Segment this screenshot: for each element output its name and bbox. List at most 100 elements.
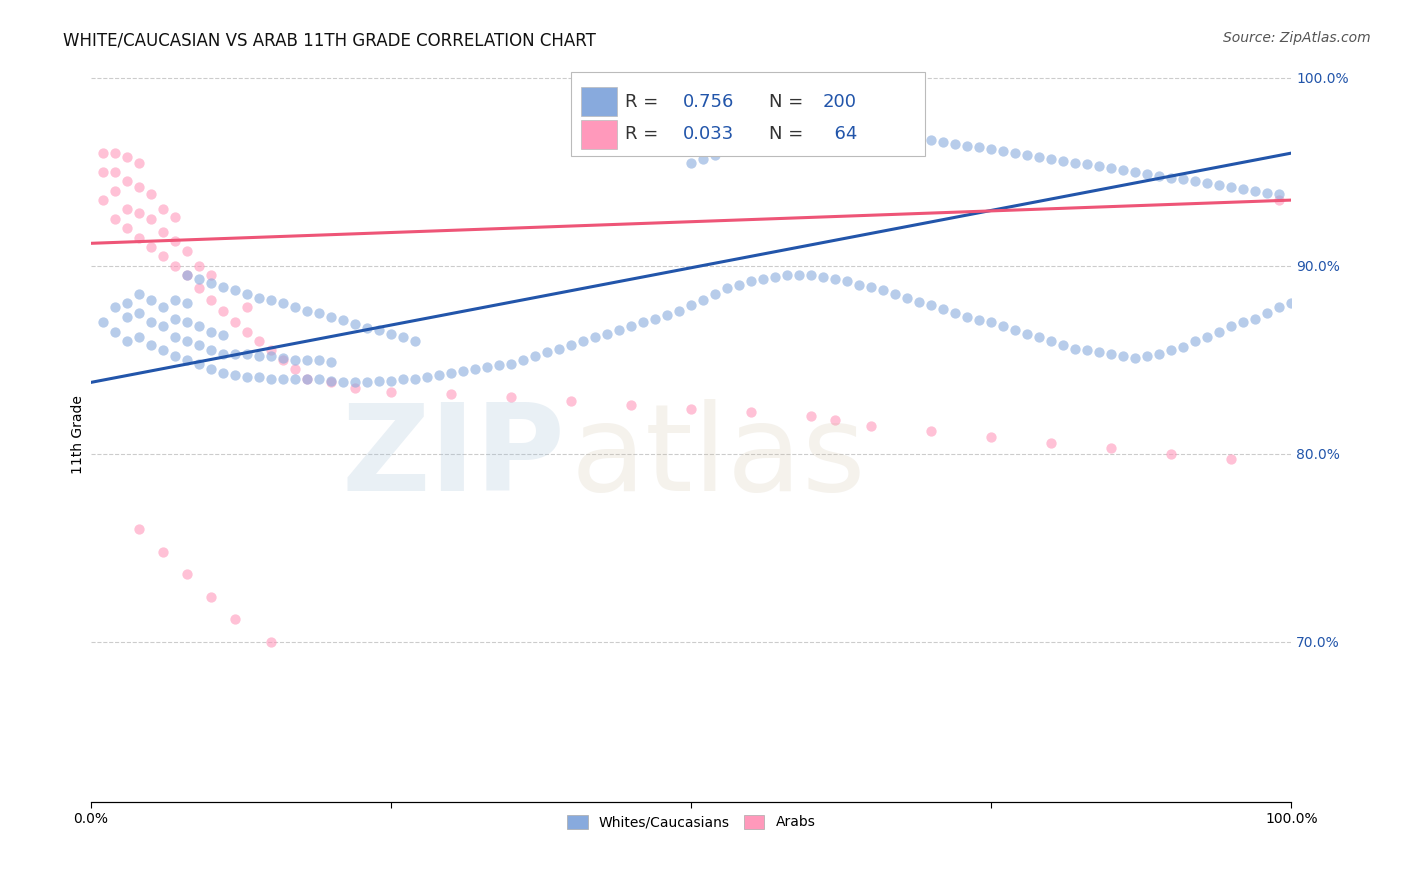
Point <box>187 259 209 273</box>
Point <box>260 372 283 386</box>
Point <box>1136 349 1159 363</box>
Point <box>824 272 846 286</box>
Point <box>271 351 294 365</box>
Point <box>560 338 582 352</box>
Point <box>980 430 1002 444</box>
Point <box>752 272 775 286</box>
Point <box>236 369 259 384</box>
Point <box>176 315 198 329</box>
Point <box>200 293 222 307</box>
Point <box>187 338 209 352</box>
Point <box>1160 343 1182 358</box>
Point <box>295 372 318 386</box>
Point <box>536 345 558 359</box>
Point <box>800 409 823 424</box>
Point <box>1208 178 1230 192</box>
Point <box>1256 186 1278 200</box>
Point <box>1064 155 1087 169</box>
Point <box>787 268 810 283</box>
Point <box>1149 347 1171 361</box>
Point <box>284 352 307 367</box>
Point <box>224 315 246 329</box>
Point <box>295 372 318 386</box>
Point <box>1268 193 1291 207</box>
Point <box>224 347 246 361</box>
Point <box>499 357 522 371</box>
Point <box>163 311 186 326</box>
Point <box>115 334 138 348</box>
Point <box>451 364 474 378</box>
Point <box>404 372 426 386</box>
Point <box>1208 325 1230 339</box>
Point <box>128 230 150 244</box>
Point <box>212 304 235 318</box>
Point <box>681 401 703 416</box>
Point <box>763 270 786 285</box>
Point <box>319 355 342 369</box>
Point <box>560 394 582 409</box>
Point <box>800 268 823 283</box>
Text: WHITE/CAUCASIAN VS ARAB 11TH GRADE CORRELATION CHART: WHITE/CAUCASIAN VS ARAB 11TH GRADE CORRE… <box>63 31 596 49</box>
Point <box>440 386 463 401</box>
Point <box>860 418 883 433</box>
Point <box>212 366 235 380</box>
Point <box>860 279 883 293</box>
Point <box>1268 187 1291 202</box>
Point <box>596 326 619 341</box>
Point <box>1052 153 1074 168</box>
Point <box>872 283 894 297</box>
Point <box>908 131 931 145</box>
Point <box>1184 334 1206 348</box>
Point <box>392 372 415 386</box>
Point <box>860 123 883 137</box>
Point <box>139 187 162 202</box>
Point <box>104 146 127 161</box>
Point <box>115 221 138 235</box>
Point <box>139 338 162 352</box>
Point <box>993 319 1015 334</box>
Point <box>1220 319 1243 334</box>
Point <box>284 300 307 314</box>
Point <box>704 287 727 301</box>
Point <box>848 123 870 137</box>
Point <box>212 279 235 293</box>
Point <box>943 306 966 320</box>
Point <box>115 296 138 310</box>
Point <box>200 590 222 604</box>
Text: ZIP: ZIP <box>342 399 565 516</box>
Point <box>620 398 643 412</box>
Point <box>91 315 114 329</box>
Point <box>104 184 127 198</box>
Point <box>763 133 786 147</box>
Point <box>1220 452 1243 467</box>
Point <box>163 259 186 273</box>
Point <box>920 298 942 312</box>
Point <box>740 274 762 288</box>
Point <box>1160 447 1182 461</box>
Point <box>380 374 402 388</box>
Point <box>104 165 127 179</box>
Point <box>200 362 222 376</box>
Point <box>308 372 330 386</box>
Point <box>848 277 870 292</box>
Point <box>139 293 162 307</box>
Point <box>896 129 918 144</box>
Point <box>247 291 270 305</box>
Point <box>932 302 955 317</box>
Point <box>260 343 283 358</box>
Point <box>187 319 209 334</box>
Point <box>368 374 391 388</box>
Point <box>716 281 738 295</box>
Point <box>176 268 198 283</box>
Point <box>1244 184 1267 198</box>
Point <box>488 359 510 373</box>
Point <box>380 384 402 399</box>
Point <box>200 343 222 358</box>
Point <box>356 376 378 390</box>
Point <box>752 135 775 149</box>
Point <box>115 150 138 164</box>
Legend: Whites/Caucasians, Arabs: Whites/Caucasians, Arabs <box>561 809 821 835</box>
Point <box>200 276 222 290</box>
Point <box>1173 340 1195 354</box>
Point <box>260 635 283 649</box>
